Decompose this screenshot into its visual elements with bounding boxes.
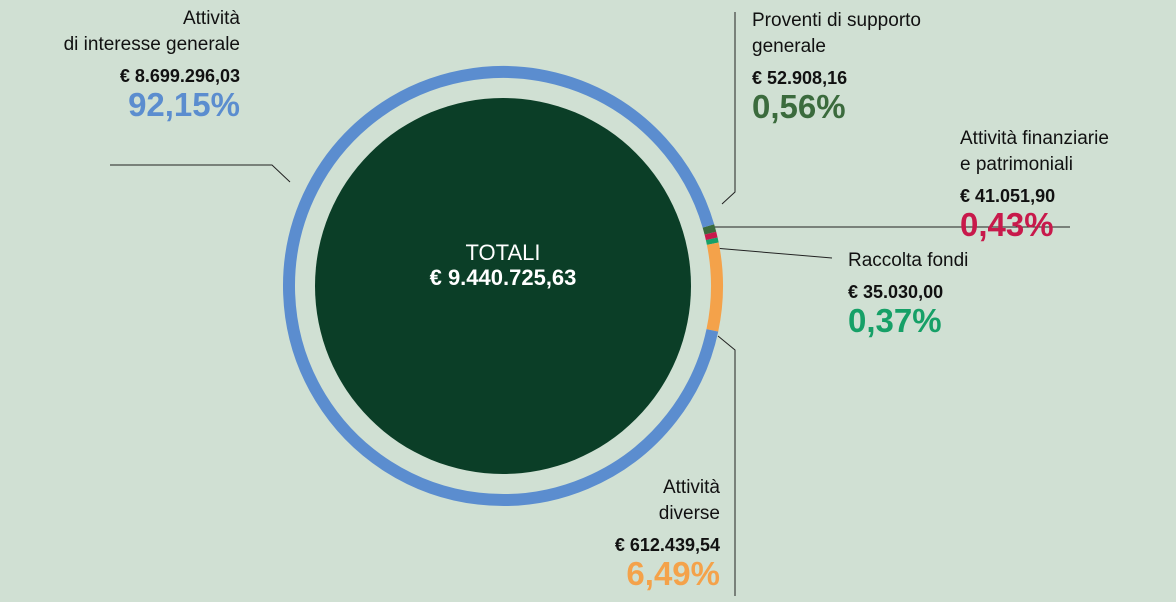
leader-line (713, 247, 833, 259)
slice-label: Attività di interesse generale € 8.699.29… (0, 6, 240, 123)
slice-label: Raccolta fondi € 35.030,00 0,37% (848, 248, 1088, 339)
value-label: 0,43% (960, 206, 1054, 243)
slice (704, 231, 718, 241)
value-label: 0,37% (848, 302, 942, 339)
amount-label: € 612.439,54 (614, 535, 720, 555)
category-label: Attività diverse (658, 477, 720, 524)
leader-line (110, 164, 291, 183)
amount-label: € 35.030,00 (848, 282, 944, 302)
value-label: 6,49% (626, 555, 720, 592)
slice-label: Proventi di supporto generale € 52.908,16… (752, 8, 1012, 125)
slice-label: Attività finanziarie e patrimoniali € 41.… (960, 126, 1176, 243)
center-title: TOTALI (465, 240, 541, 265)
slice (706, 242, 723, 332)
slice (705, 237, 719, 245)
slice-label: Attività diverse € 612.439,54 6,49% (480, 475, 720, 592)
amount-label: € 8.699.296,03 (119, 66, 240, 86)
slice (702, 224, 717, 235)
center-value: € 9.440.725,63 (429, 265, 577, 290)
amount-label: € 41.051,90 (960, 186, 1056, 206)
category-label: Attività finanziarie e patrimoniali (960, 128, 1109, 175)
value-label: 0,56% (752, 88, 846, 125)
slice (283, 66, 719, 506)
leader-lines (110, 12, 1070, 596)
leader-line (721, 12, 736, 205)
center-label: TOTALI € 9.440.725,63 (315, 240, 691, 290)
category-label: Raccolta fondi (848, 250, 969, 271)
category-label: Proventi di supporto generale (752, 10, 921, 57)
amount-label: € 52.908,16 (752, 68, 848, 88)
category-label: Attività di interesse generale (63, 8, 240, 55)
leader-line (717, 335, 736, 596)
center-disc (315, 98, 691, 474)
value-label: 92,15% (128, 86, 240, 123)
